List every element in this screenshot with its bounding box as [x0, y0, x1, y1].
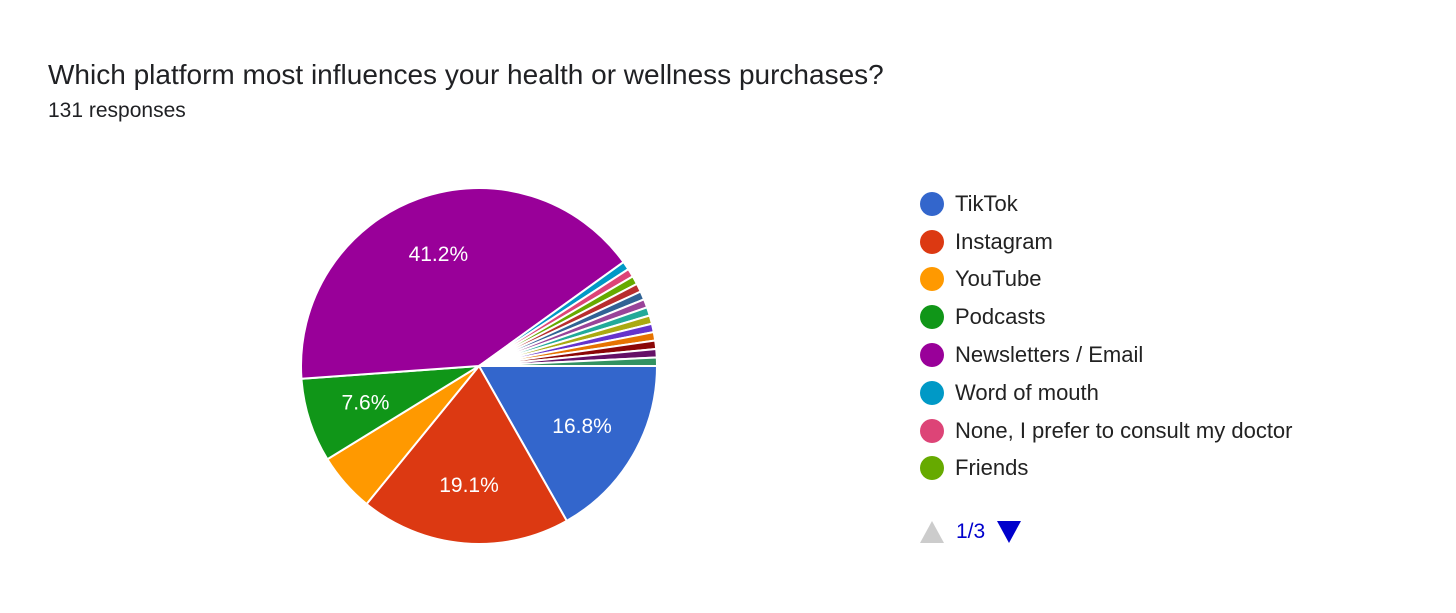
legend-swatch [920, 229, 944, 254]
legend-item: Word of mouth [920, 374, 1293, 412]
legend-item: Friends [920, 450, 1293, 488]
pie-slice-tiktok [477, 365, 659, 523]
legend-label: Newsletters / Email [955, 342, 1144, 368]
legend-label: TikTok [955, 190, 1018, 216]
slice-data-label: 41.2% [409, 243, 469, 266]
page-indicator: 1/3 [956, 520, 986, 543]
legend-item: Newsletters / Email [920, 336, 1293, 374]
legend-item: YouTube [920, 261, 1293, 299]
legend-item: None, I prefer to consult my doctor [920, 412, 1293, 450]
pie-slice-17 [478, 356, 659, 367]
legend-item: Instagram [920, 223, 1293, 261]
legend-swatch [920, 305, 944, 330]
slice-data-label: 7.6% [342, 392, 390, 415]
legend: TikTok Instagram YouTube Podcasts Newsletter… [920, 185, 1293, 487]
legend-swatch [920, 343, 944, 368]
legend-label: Word of mouth [955, 379, 1099, 405]
next-page-icon[interactable] [997, 521, 1022, 543]
legend-pager: 1/3 [920, 520, 1022, 544]
legend-swatch [920, 191, 944, 216]
legend-swatch [920, 456, 944, 481]
slice-data-label: 19.1% [439, 474, 499, 497]
legend-item: TikTok [920, 185, 1293, 223]
slice-data-label: 16.8% [552, 415, 612, 438]
legend-label: None, I prefer to consult my doctor [955, 417, 1293, 443]
legend-item: Podcasts [920, 298, 1293, 336]
response-count: 131 responses [48, 99, 186, 122]
previous-page-icon[interactable] [920, 521, 944, 543]
legend-swatch [920, 380, 944, 405]
pie-slice-newsletters-email [300, 187, 625, 380]
legend-swatch [920, 418, 944, 443]
legend-label: Instagram [955, 228, 1053, 254]
legend-label: Friends [955, 455, 1029, 481]
legend-label: Podcasts [955, 304, 1046, 330]
legend-swatch [920, 267, 944, 292]
legend-label: YouTube [955, 266, 1042, 292]
pie-slice-instagram [365, 364, 569, 545]
chart-title: Which platform most influences your heal… [48, 59, 884, 90]
